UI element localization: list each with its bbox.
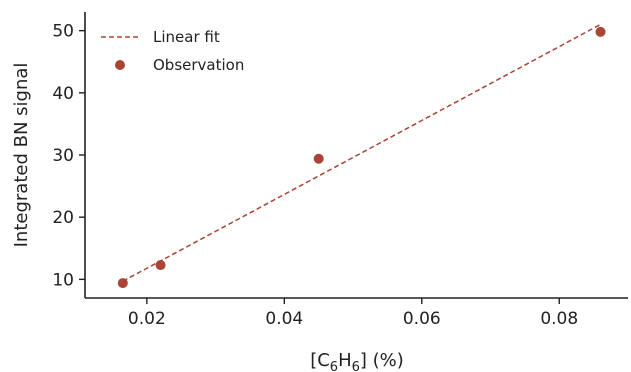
legend-linear-fit-label: Linear fit [153,28,220,46]
observation-point [117,278,128,289]
x-tick-label: 0.02 [128,309,166,329]
y-tick-label: 10 [52,270,74,290]
observation-point [313,153,324,164]
y-tick-label: 40 [52,84,74,104]
observation-point [155,260,166,271]
series-layer [117,23,606,289]
x-axis-label: [C6H6] (%) [310,350,404,372]
observation-point [595,26,606,37]
y-tick-label: 30 [52,146,74,166]
plot-area: 0.02 0.04 0.06 0.08 10 20 30 40 50 [52,12,628,329]
linear-fit-line [122,23,601,282]
x-tick-label: 0.08 [540,309,578,329]
legend: Linear fit Observation [101,28,244,74]
x-tick-label: 0.06 [403,309,441,329]
y-ticks: 10 20 30 40 50 [52,22,85,290]
y-tick-label: 20 [52,208,74,228]
y-tick-label: 50 [52,22,74,42]
legend-observation-swatch [115,60,125,70]
x-ticks: 0.02 0.04 0.06 0.08 [128,298,578,329]
x-tick-label: 0.04 [265,309,303,329]
legend-observation-label: Observation [153,56,244,74]
y-axis-label: Integrated BN signal [11,63,32,248]
